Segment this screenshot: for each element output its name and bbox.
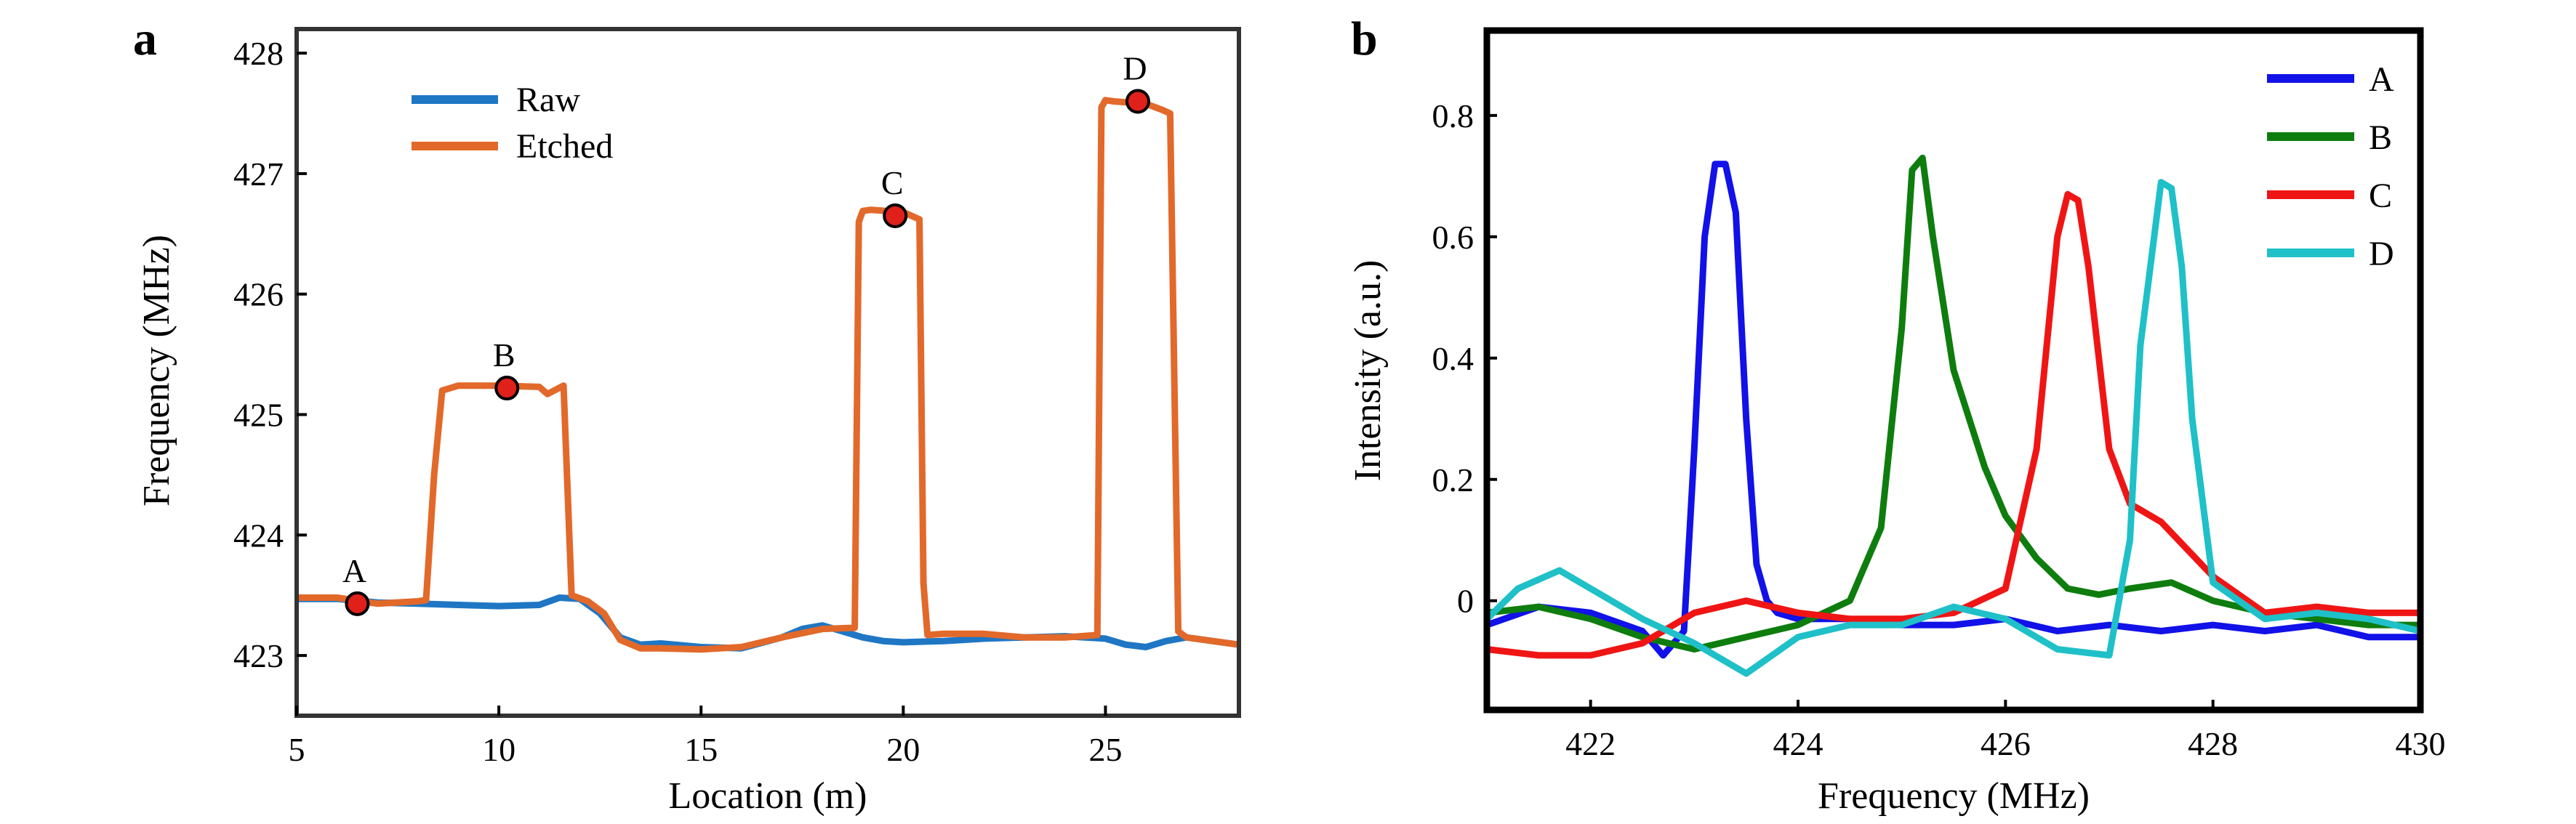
panel-a-letter: a (133, 12, 157, 65)
x-tick-label: 424 (1773, 725, 1823, 762)
point-label-a: A (342, 552, 366, 589)
panel-a-legend: Raw Etched (412, 81, 613, 166)
point-label-b: B (493, 336, 515, 373)
y-tick-label: 426 (233, 276, 284, 313)
marker-point-b (494, 376, 520, 401)
series-line-d (1484, 179, 2422, 677)
legend-label-raw: Raw (516, 81, 580, 119)
panel-b-xlabel: Frequency (MHz) (1818, 775, 2090, 817)
y-tick-label: 425 (233, 397, 284, 434)
x-tick-label: 426 (1981, 725, 2031, 762)
y-tick-label: 424 (233, 517, 284, 554)
panel-a-ylabel: Frequency (MHz) (136, 235, 177, 506)
legend-label-etched: Etched (516, 127, 613, 166)
legend-label-b: B (2369, 118, 2392, 157)
y-tick-label: 0.2 (1432, 461, 1474, 498)
x-tick-label: 5 (289, 731, 305, 768)
series-line-b (1486, 154, 2420, 653)
point-label-d: D (1123, 49, 1147, 86)
series-line-c (1486, 190, 2420, 659)
x-tick-label: 10 (482, 731, 515, 768)
y-tick-label: 427 (233, 155, 284, 193)
marker-point-a (345, 591, 370, 616)
legend-label-a: A (2369, 60, 2394, 99)
panel-b-ylabel: Intensity (a.u.) (1347, 260, 1389, 482)
y-tick-label: 0.6 (1432, 219, 1474, 256)
y-tick-label: 0 (1457, 583, 1474, 620)
y-tick-label: 0.8 (1432, 97, 1474, 134)
panel-a-chart: a A B C D 5 10 15 20 25 423 424 425 426 427 428 Loca… (133, 12, 1241, 817)
x-tick-label: 422 (1565, 725, 1616, 762)
y-tick-label: 423 (233, 637, 284, 674)
marker-point-d (1125, 89, 1150, 114)
x-tick-label: 15 (684, 731, 718, 768)
series-line-a (1485, 161, 2420, 659)
point-label-c: C (881, 164, 904, 201)
legend-label-c: C (2369, 177, 2392, 215)
x-tick-label: 20 (886, 731, 920, 768)
panel-a-xlabel: Location (m) (669, 775, 867, 817)
marker-point-c (883, 203, 908, 228)
series-line-etched (297, 97, 1240, 653)
panel-b-chart: b 422 424 426 428 430 0 0.2 0.4 0.6 0.8 Frequenc… (1347, 12, 2446, 817)
x-tick-label: 430 (2396, 725, 2446, 762)
panel-a-frame (294, 27, 1241, 718)
panel-b-letter: b (1351, 12, 1378, 65)
y-tick-label: 428 (233, 35, 284, 72)
x-tick-label: 25 (1088, 731, 1122, 768)
legend-label-d: D (2369, 235, 2394, 273)
y-tick-label: 0.4 (1432, 340, 1474, 377)
panel-b-frame (1483, 27, 2424, 714)
x-tick-label: 428 (2188, 725, 2238, 762)
